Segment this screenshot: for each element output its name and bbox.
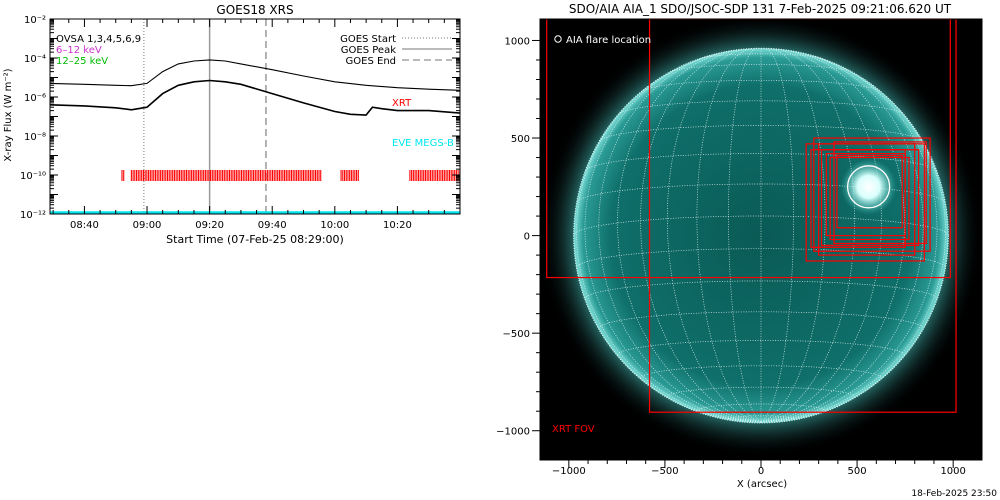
goes-legend-right-label: GOES Peak [341,45,396,56]
goes-plot-frame [49,18,461,215]
map-x-tick-label: −1000 [552,466,586,477]
map-y-tick-label: −500 [503,329,530,340]
latitude-line [599,125,923,141]
longitude-line [640,48,762,423]
heliographic-grid [573,48,949,423]
xrt-fov-label: XRT FOV [552,424,595,435]
goes-y-tick-label: 10⁻⁸ [24,132,46,143]
map-x-tick-label: 0 [758,466,764,477]
longitude-line [666,48,762,423]
map-x-tick-label: 1000 [940,466,965,477]
aia-map-plot-area: AIA flare location XRT FOV −1000 −500 0 500 10… [496,18,983,477]
goes-y-tick-label: 10⁻¹² [20,210,46,221]
latitude-line [669,64,853,73]
latitude-line [641,79,881,92]
longitude-line [760,77,946,423]
longitude-line [576,77,762,423]
map-image-layer [540,19,982,457]
xrt-fov-box [833,141,927,245]
xrt-fov-box [836,154,903,229]
aia-flare-location-marker [846,165,891,209]
longitude-line [617,50,762,423]
longitude-line [760,48,856,423]
xrt-fov-box [813,137,931,252]
latitude-line [728,415,794,420]
eve-annotation: EVE MEGS-B [392,138,454,149]
aia-legend-label: AIA flare location [566,35,651,46]
goes-x-tick-label: 10:00 [320,220,349,231]
map-y-tick-label: 0 [524,232,530,243]
aia-map: SDO/AIA AIA_1 SDO/JSOC-SDP 131 7-Feb-202… [496,2,983,490]
longitude-line [760,48,826,423]
goes-legend-left-label: 12–25 keV [56,56,108,67]
goes-x-tick-label: 08:40 [70,220,99,231]
goes-legend-right-label: GOES Start [340,34,396,45]
aia-map-title: SDO/AIA AIA_1 SDO/JSOC-SDP 131 7-Feb-202… [569,2,952,16]
goes-plot-area: 10⁻¹² 10⁻¹⁰ 10⁻⁸ 10⁻⁶ 10⁻⁴ 10⁻² 08:40 09:00 09:2… [20,15,461,231]
longitude-line [760,50,905,423]
xrt-fov-box [810,149,906,248]
aia-x-axis-label: X (arcsec) [737,479,787,490]
map-x-tick-label: 500 [848,466,867,477]
goes-legend-right-label: GOES End [346,56,396,67]
goes-x-tick-label: 09:00 [133,220,162,231]
goes-y-axis-label: X-ray Flux (W m⁻²) [3,68,14,161]
flare-brightening [840,158,897,215]
goes-y-tick-label: 10⁻² [24,15,46,26]
latitude-line [617,340,905,356]
xrt-fov-box [818,143,916,256]
goes-x-tick-label: 10:20 [383,220,412,231]
goes-legend-left-label: OVSA 1,3,4,5,6,9 [56,34,141,45]
goes-xrs-chart: GOES18 XRS 10⁻¹² 10⁻¹⁰ 10⁻⁸ 10⁻⁶ 10⁻⁴ 10⁻² 08:… [3,3,461,246]
longitude-line [760,48,882,423]
map-y-tick-label: 500 [511,134,530,145]
goes-x-tick-label: 09:40 [258,220,287,231]
longitude-line [696,48,762,423]
latitude-line [666,386,856,398]
goes-y-tick-label: 10⁻¹⁰ [20,171,46,182]
goes-series-line [49,59,461,91]
goes-x-axis-label: Start Time (07-Feb-25 08:29:00) [166,233,344,246]
footer-timestamp: 18-Feb-2025 23:50 [911,489,997,499]
xrt-annotation: XRT [392,98,412,109]
goes-chart-title: GOES18 XRS [216,3,293,17]
latitude-line [618,100,904,115]
goes-y-tick-label: 10⁻⁴ [24,54,46,65]
goes-y-tick-label: 10⁻⁶ [24,93,46,104]
goes-series-line [49,79,461,116]
map-y-tick-label: 1000 [505,36,530,47]
xrt-fov-box [648,19,957,413]
aia-legend-symbol [554,35,562,43]
map-x-tick-label: −500 [651,466,678,477]
goes-x-tick-label: 09:20 [195,220,224,231]
xrt-fov-box [546,19,951,279]
goes-legend-left-label: 6–12 keV [56,45,102,56]
map-y-tick-label: −1000 [496,427,530,438]
xrt-fov-box [829,156,910,241]
solar-limb [573,47,949,424]
